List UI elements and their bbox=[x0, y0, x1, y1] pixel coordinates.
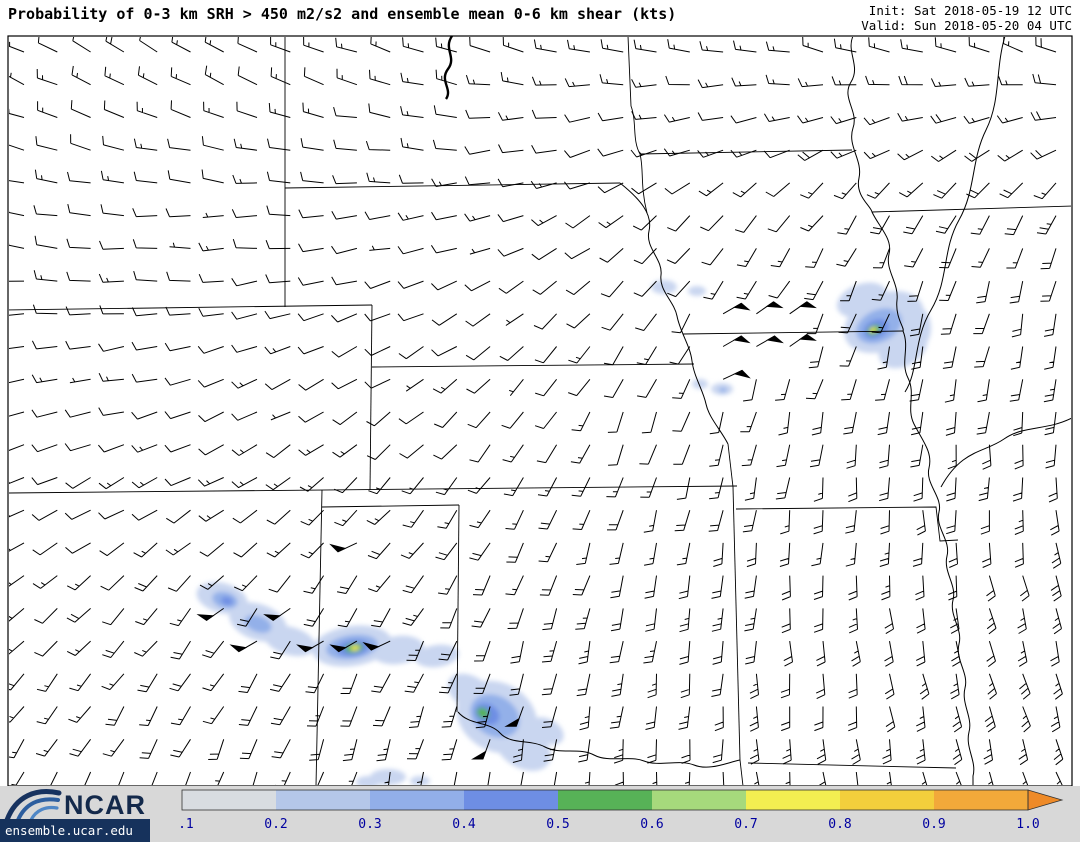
colorbar-tick-label: 0.4 bbox=[452, 817, 476, 832]
init-time: Init: Sat 2018-05-19 12 UTC bbox=[868, 3, 1072, 18]
colorbar-segment bbox=[370, 790, 464, 810]
colorbar-segment bbox=[934, 790, 1028, 810]
colorbar-tick-label: 0.1 bbox=[178, 817, 194, 832]
valid-time: Valid: Sun 2018-05-20 04 UTC bbox=[861, 18, 1072, 33]
colorbar-tick-label: 0.7 bbox=[734, 817, 757, 832]
colorbar-segment bbox=[840, 790, 934, 810]
ncar-logo-text: NCAR bbox=[64, 790, 146, 820]
colorbar-tick-label: 0.8 bbox=[828, 817, 851, 832]
colorbar-segment bbox=[276, 790, 370, 810]
ncar-logo: NCAR bbox=[4, 787, 146, 821]
probability-shading bbox=[196, 280, 931, 785]
lake-icon bbox=[443, 35, 454, 100]
footer: NCAR ensemble.ucar.edu 0.10.20.30.40.50.… bbox=[0, 786, 1080, 842]
colorbar-tick-label: 0.3 bbox=[358, 817, 381, 832]
colorbar-segment bbox=[746, 790, 840, 810]
colorbar-tick-label: 0.9 bbox=[922, 817, 945, 832]
colorbar-tick-label: 0.5 bbox=[546, 817, 569, 832]
colorbar-tick-label: 1.0 bbox=[1016, 817, 1039, 832]
page-title: Probability of 0-3 km SRH > 450 m2/s2 an… bbox=[8, 5, 677, 23]
colorbar-segment bbox=[558, 790, 652, 810]
wind-barbs bbox=[9, 37, 1064, 785]
ncar-logo-icon bbox=[4, 789, 62, 821]
probability-colorbar: 0.1 0.2 0.3 0.4 0.5 0.6 0.7 0.8 0.9 1.0 bbox=[178, 789, 1064, 832]
colorbar-arrow-icon bbox=[1027, 789, 1064, 811]
colorbar-segment bbox=[464, 790, 558, 810]
colorbar-segment bbox=[652, 790, 746, 810]
forecast-times: Init: Sat 2018-05-19 12 UTC Valid: Sun 2… bbox=[861, 3, 1072, 33]
colorbar-tick-label: 0.6 bbox=[640, 817, 663, 832]
site-url: ensemble.ucar.edu bbox=[0, 819, 150, 842]
colorbar-tick-label: 0.2 bbox=[264, 817, 287, 832]
colorbar-segment bbox=[182, 790, 276, 810]
